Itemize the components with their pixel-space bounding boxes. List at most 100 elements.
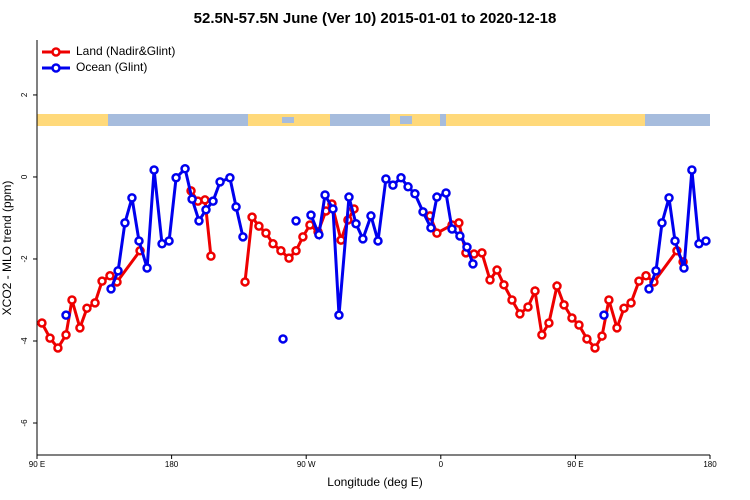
point — [651, 266, 661, 276]
point — [477, 248, 487, 258]
point — [515, 309, 525, 319]
point — [208, 196, 218, 206]
point — [679, 263, 689, 273]
point — [75, 323, 85, 333]
x-tick-label: 90 E — [29, 460, 45, 469]
point — [432, 192, 442, 202]
legend-label: Land (Nadir&Glint) — [76, 44, 175, 58]
point — [626, 298, 636, 308]
point — [426, 223, 436, 233]
point — [67, 295, 77, 305]
point — [105, 271, 115, 281]
point — [276, 246, 286, 256]
point — [291, 246, 301, 256]
point — [180, 164, 190, 174]
point — [485, 275, 495, 285]
point — [664, 193, 674, 203]
y-axis-label: XCO2 - MLO trend (ppm) — [0, 181, 14, 316]
point — [523, 302, 533, 312]
point — [134, 236, 144, 246]
point — [381, 174, 391, 184]
legend-marker — [51, 47, 61, 57]
point — [619, 303, 629, 313]
point — [328, 204, 338, 214]
point — [582, 334, 592, 344]
point — [507, 295, 517, 305]
point — [268, 239, 278, 249]
point — [388, 180, 398, 190]
point — [284, 253, 294, 263]
point — [61, 330, 71, 340]
point — [634, 276, 644, 286]
point — [53, 343, 63, 353]
point — [670, 236, 680, 246]
point — [403, 182, 413, 192]
point — [142, 263, 152, 273]
point — [298, 232, 308, 242]
point — [599, 310, 609, 320]
point — [314, 230, 324, 240]
point — [441, 188, 451, 198]
point — [530, 286, 540, 296]
x-axis-label: Longitude (deg E) — [327, 475, 422, 489]
point — [37, 318, 47, 328]
legend-label: Ocean (Glint) — [76, 60, 147, 74]
y-tick-label: -6 — [20, 419, 29, 427]
point — [544, 318, 554, 328]
point — [171, 173, 181, 183]
point — [687, 165, 697, 175]
series-line — [40, 190, 685, 351]
point — [644, 284, 654, 294]
point — [468, 259, 478, 269]
point — [113, 266, 123, 276]
point — [447, 224, 457, 234]
point — [200, 195, 210, 205]
x-tick-label: 90 E — [567, 460, 583, 469]
point — [97, 276, 107, 286]
point — [418, 207, 428, 217]
point — [537, 330, 547, 340]
point — [127, 193, 137, 203]
legend-marker — [51, 63, 61, 73]
point — [455, 231, 465, 241]
point — [291, 216, 301, 226]
point — [373, 236, 383, 246]
point — [492, 265, 502, 275]
land-ocean-strip — [37, 114, 710, 126]
point — [120, 218, 130, 228]
point — [194, 216, 204, 226]
point — [597, 331, 607, 341]
y-tick-label: -2 — [20, 255, 29, 263]
point — [396, 173, 406, 183]
point — [225, 173, 235, 183]
point — [657, 218, 667, 228]
x-tick-label: 180 — [165, 460, 179, 469]
point — [351, 218, 361, 229]
point — [334, 310, 344, 320]
point — [320, 190, 330, 200]
point — [358, 234, 368, 244]
point — [344, 192, 354, 202]
point — [261, 228, 271, 238]
point — [254, 221, 264, 231]
point — [201, 205, 211, 215]
point — [567, 313, 577, 323]
point — [306, 210, 316, 220]
point — [149, 165, 159, 175]
chart-title: 52.5N-57.5N June (Ver 10) 2015-01-01 to … — [194, 10, 557, 27]
point — [90, 298, 100, 308]
point — [106, 284, 116, 294]
point — [206, 251, 216, 261]
x-tick-label: 90 W — [297, 460, 316, 469]
point — [231, 202, 241, 212]
point — [410, 189, 420, 199]
point — [454, 218, 464, 228]
y-tick-label: -4 — [20, 337, 29, 345]
point — [701, 236, 711, 246]
point — [590, 343, 600, 353]
point — [612, 323, 622, 333]
point — [641, 271, 651, 281]
point — [240, 277, 250, 287]
point — [604, 295, 614, 305]
point — [45, 333, 55, 343]
